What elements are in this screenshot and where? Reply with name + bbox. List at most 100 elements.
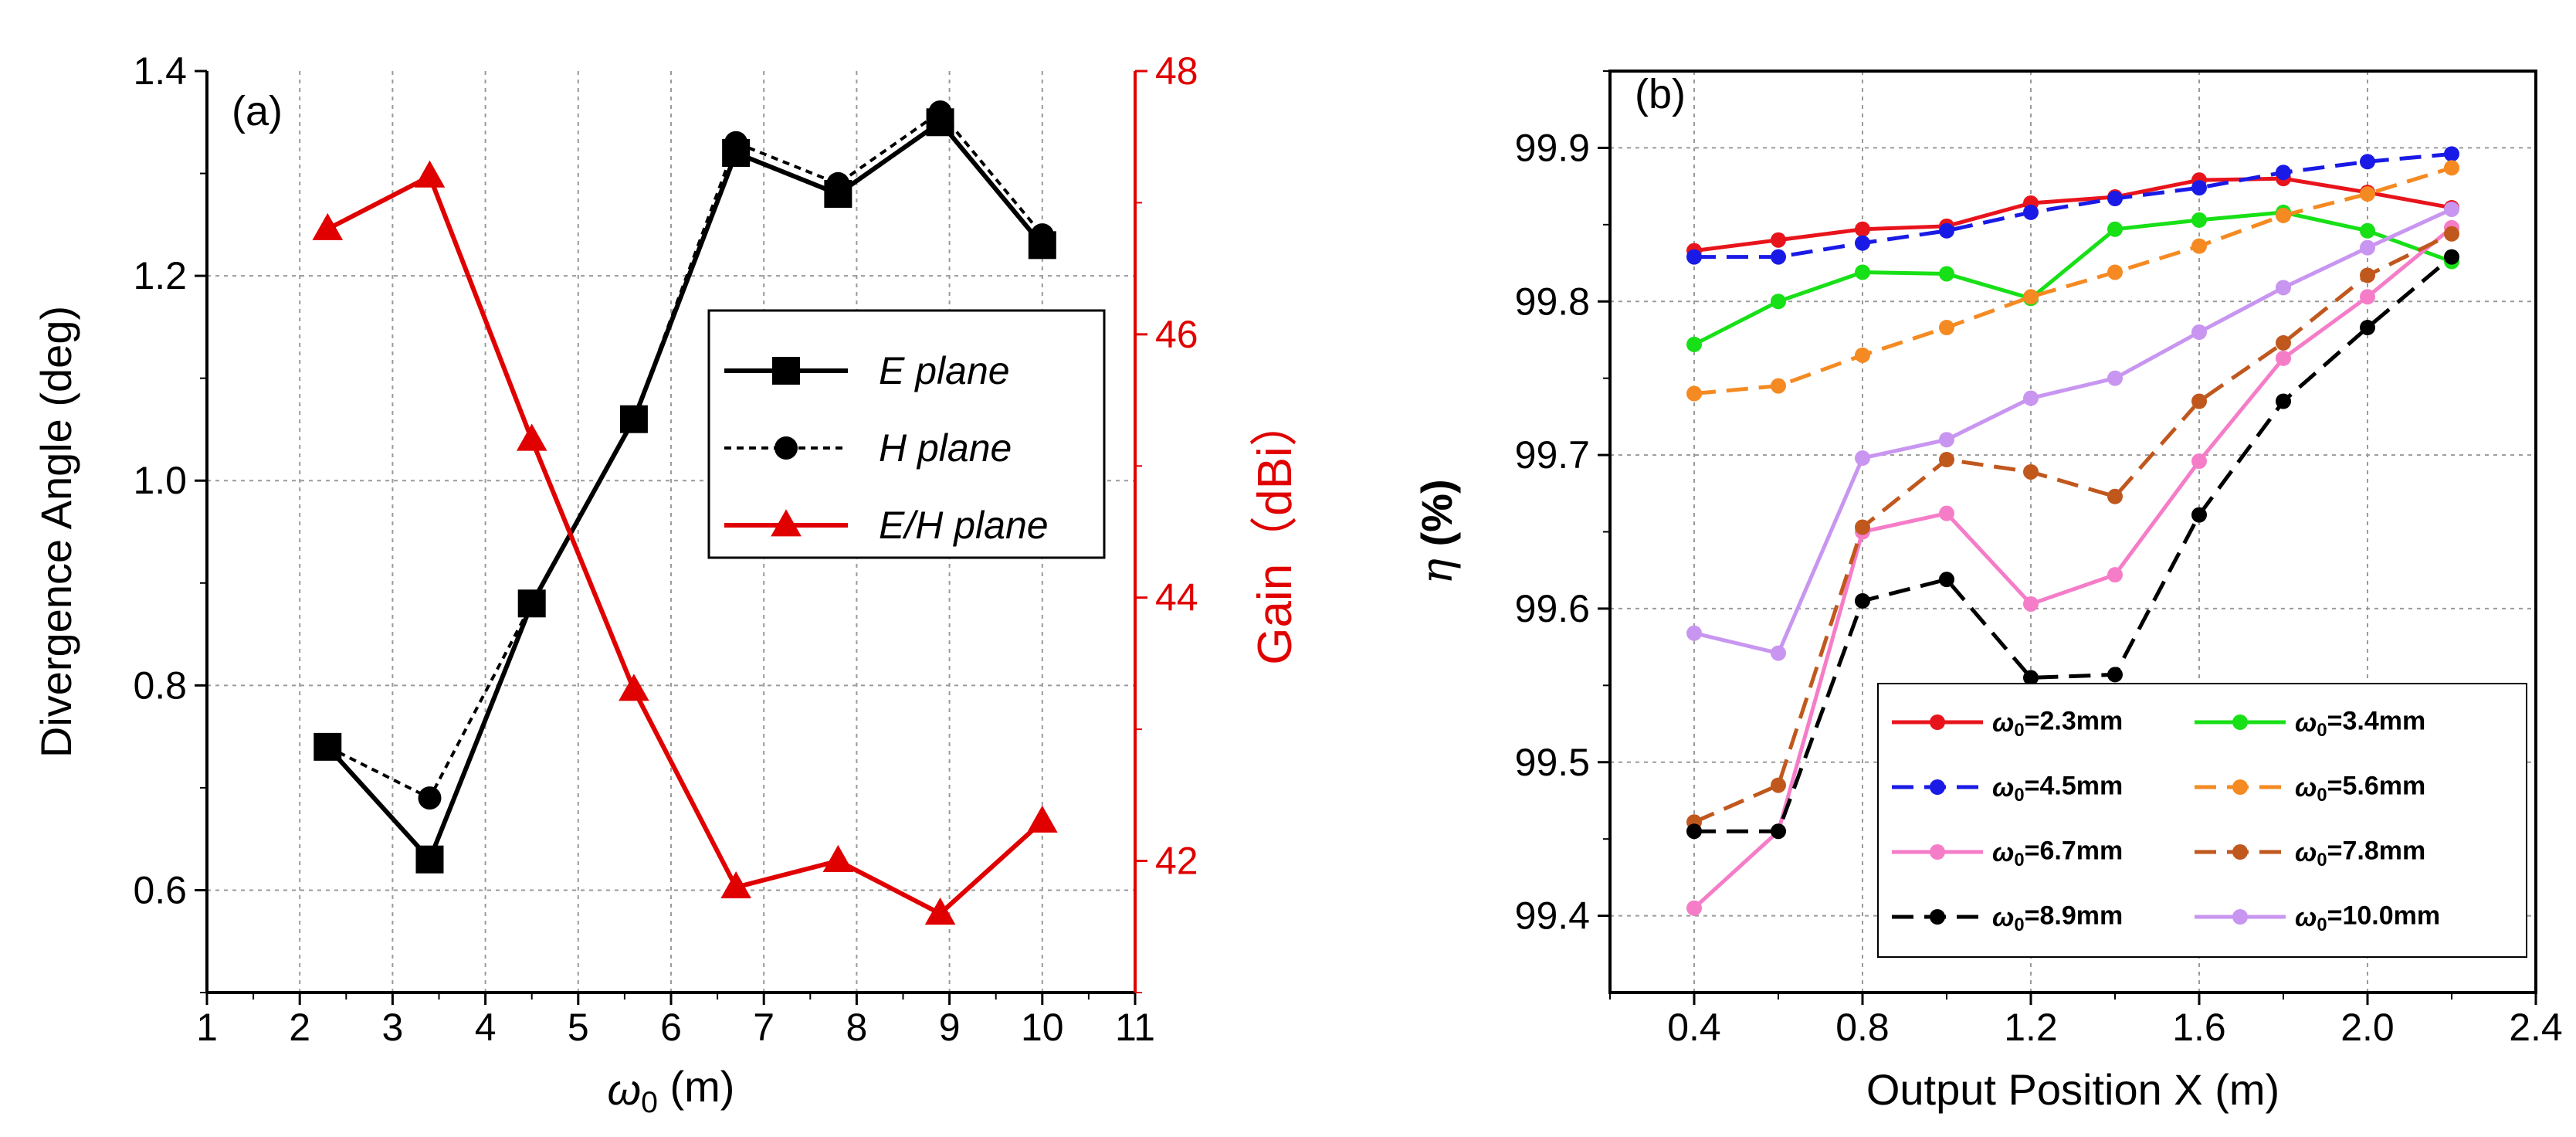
data-point-s_3_4 bbox=[1686, 336, 1702, 352]
data-point-s_10_0 bbox=[2107, 370, 2123, 386]
data-point-s_4_5 bbox=[2107, 191, 2123, 207]
data-point-s_6_7 bbox=[2107, 567, 2123, 583]
x-tick-label: 3 bbox=[381, 1006, 403, 1049]
panel-a-chart: 1 2 3 4 5 6 7 8 9 10 11 0.6 0.8 1.0 1.2 1.4 42 44 46 48 ω0 (… bbox=[32, 49, 1302, 1119]
data-point-s_8_9 bbox=[2191, 507, 2207, 523]
data-point-s_5_6 bbox=[1771, 378, 1786, 394]
data-point-s_10_0 bbox=[1771, 645, 1786, 661]
y-tick-label: 99.8 bbox=[1515, 280, 1590, 323]
y-tick-label: 0.8 bbox=[133, 664, 187, 707]
legend-marker bbox=[2232, 844, 2248, 860]
legend-marker bbox=[771, 509, 802, 537]
legend-label: ω0=7.8mm bbox=[2295, 836, 2425, 871]
x-tick-label: 2 bbox=[289, 1006, 310, 1049]
data-point-s_4_5 bbox=[1771, 249, 1786, 265]
series-line-s_3_4 bbox=[1693, 210, 2452, 347]
data-point-s_6_7 bbox=[2360, 289, 2375, 305]
data-point-s_8_9 bbox=[1939, 572, 1954, 588]
data-point-s_7_8 bbox=[2360, 267, 2375, 283]
y2-tick-label: 42 bbox=[1155, 840, 1198, 883]
data-point-s_10_0 bbox=[1686, 625, 1702, 641]
y2-tick-label: 44 bbox=[1155, 576, 1198, 619]
x-tick-label: 10 bbox=[1021, 1006, 1064, 1049]
y2-axis-title: Gain（dBi） bbox=[1249, 399, 1302, 665]
data-point-s_5_6 bbox=[2360, 186, 2375, 202]
series-line-s_6_7 bbox=[1693, 226, 2453, 910]
data-point-s_6_7 bbox=[1686, 900, 1702, 916]
data-point-s_4_5 bbox=[2191, 180, 2207, 196]
x-axis-title: Output Position X (m) bbox=[1866, 1065, 2279, 1114]
data-point-s_8_9 bbox=[2023, 670, 2039, 686]
y2-tick-label: 46 bbox=[1155, 313, 1198, 356]
x-tick-label: 0.4 bbox=[1667, 1006, 1721, 1049]
data-point-s_6_7 bbox=[2276, 350, 2291, 366]
data-point-e-plane bbox=[415, 845, 444, 874]
legend-marker bbox=[1930, 714, 1945, 730]
y-axis-title: Divergence Angle (deg) bbox=[32, 306, 80, 758]
x-tick-label: 7 bbox=[753, 1006, 774, 1049]
panel-label: (b) bbox=[1635, 71, 1686, 117]
data-point-s_4_5 bbox=[1855, 235, 1870, 251]
data-point-s_5_6 bbox=[2023, 289, 2039, 305]
legend-marker bbox=[2232, 909, 2248, 925]
data-point-s_3_4 bbox=[2107, 221, 2123, 237]
data-point-s_3_4 bbox=[1855, 264, 1870, 280]
data-point-s_3_4 bbox=[1771, 294, 1786, 310]
data-point-e-h-plane bbox=[924, 898, 956, 925]
data-point-s_2_3 bbox=[1855, 221, 1870, 237]
data-point-s_7_8 bbox=[1939, 452, 1954, 468]
data-point-s_10_0 bbox=[1855, 450, 1870, 467]
series-line-s_2_3 bbox=[1693, 176, 2452, 253]
series-line-s_7_8 bbox=[1693, 232, 2453, 824]
data-point-s_5_6 bbox=[2444, 160, 2459, 176]
series-line-s_4_5 bbox=[1694, 151, 2452, 260]
panel-label: (a) bbox=[232, 88, 283, 134]
series-line-s_10_0 bbox=[1693, 207, 2453, 656]
data-point-s_7_8 bbox=[2023, 463, 2039, 480]
data-point-s_4_5 bbox=[1939, 222, 1954, 239]
data-point-e-h-plane bbox=[516, 423, 547, 451]
y-tick-label: 0.6 bbox=[133, 868, 187, 911]
legend-label: E plane bbox=[879, 349, 1010, 392]
y-tick-label: 99.7 bbox=[1515, 433, 1590, 477]
x-tick-label: 1.6 bbox=[2172, 1006, 2226, 1049]
legend-marker bbox=[774, 436, 798, 460]
y-tick-label: 1.4 bbox=[133, 49, 187, 93]
y-tick-label: 99.4 bbox=[1515, 894, 1590, 938]
data-point-h-plane bbox=[724, 131, 748, 154]
legend-marker bbox=[1930, 844, 1945, 860]
x-tick-label: 0.8 bbox=[1835, 1006, 1890, 1049]
data-point-s_4_5 bbox=[1686, 249, 1702, 265]
data-point-s_7_8 bbox=[2276, 334, 2291, 351]
data-point-h-plane bbox=[418, 786, 442, 810]
data-point-s_7_8 bbox=[2191, 393, 2207, 409]
data-point-s_7_8 bbox=[1855, 519, 1870, 535]
legend-label: H plane bbox=[879, 426, 1012, 470]
series-line-s_5_6 bbox=[1693, 165, 2452, 396]
y2-tick-label: 48 bbox=[1155, 49, 1198, 93]
legend-marker bbox=[772, 357, 800, 385]
x-tick-label: 9 bbox=[939, 1006, 961, 1049]
data-point-s_6_7 bbox=[1939, 505, 1954, 521]
legend-label: ω0=2.3mm bbox=[1992, 706, 2123, 741]
data-point-s_10_0 bbox=[2444, 201, 2459, 217]
y-tick-label: 1.2 bbox=[133, 254, 187, 297]
data-point-s_3_4 bbox=[2191, 212, 2207, 228]
data-point-s_4_5 bbox=[2444, 146, 2459, 162]
y-tick-label: 99.5 bbox=[1515, 741, 1590, 784]
data-point-s_7_8 bbox=[2107, 488, 2123, 504]
data-point-s_5_6 bbox=[1855, 347, 1870, 363]
series-line-e-h-plane bbox=[326, 173, 1044, 917]
data-point-s_7_8 bbox=[2444, 226, 2459, 242]
data-point-s_8_9 bbox=[2276, 393, 2291, 409]
data-point-e-h-plane bbox=[312, 212, 344, 240]
data-point-s_7_8 bbox=[1771, 777, 1786, 793]
data-point-s_4_5 bbox=[2360, 154, 2375, 170]
data-point-s_4_5 bbox=[2023, 204, 2039, 220]
series-line-h-plane bbox=[327, 110, 1044, 800]
data-point-e-h-plane bbox=[822, 844, 854, 872]
data-point-h-plane bbox=[622, 407, 646, 431]
data-point-s_6_7 bbox=[2191, 453, 2207, 470]
data-point-s_5_6 bbox=[2107, 264, 2123, 280]
legend-label: ω0=3.4mm bbox=[2295, 706, 2425, 741]
